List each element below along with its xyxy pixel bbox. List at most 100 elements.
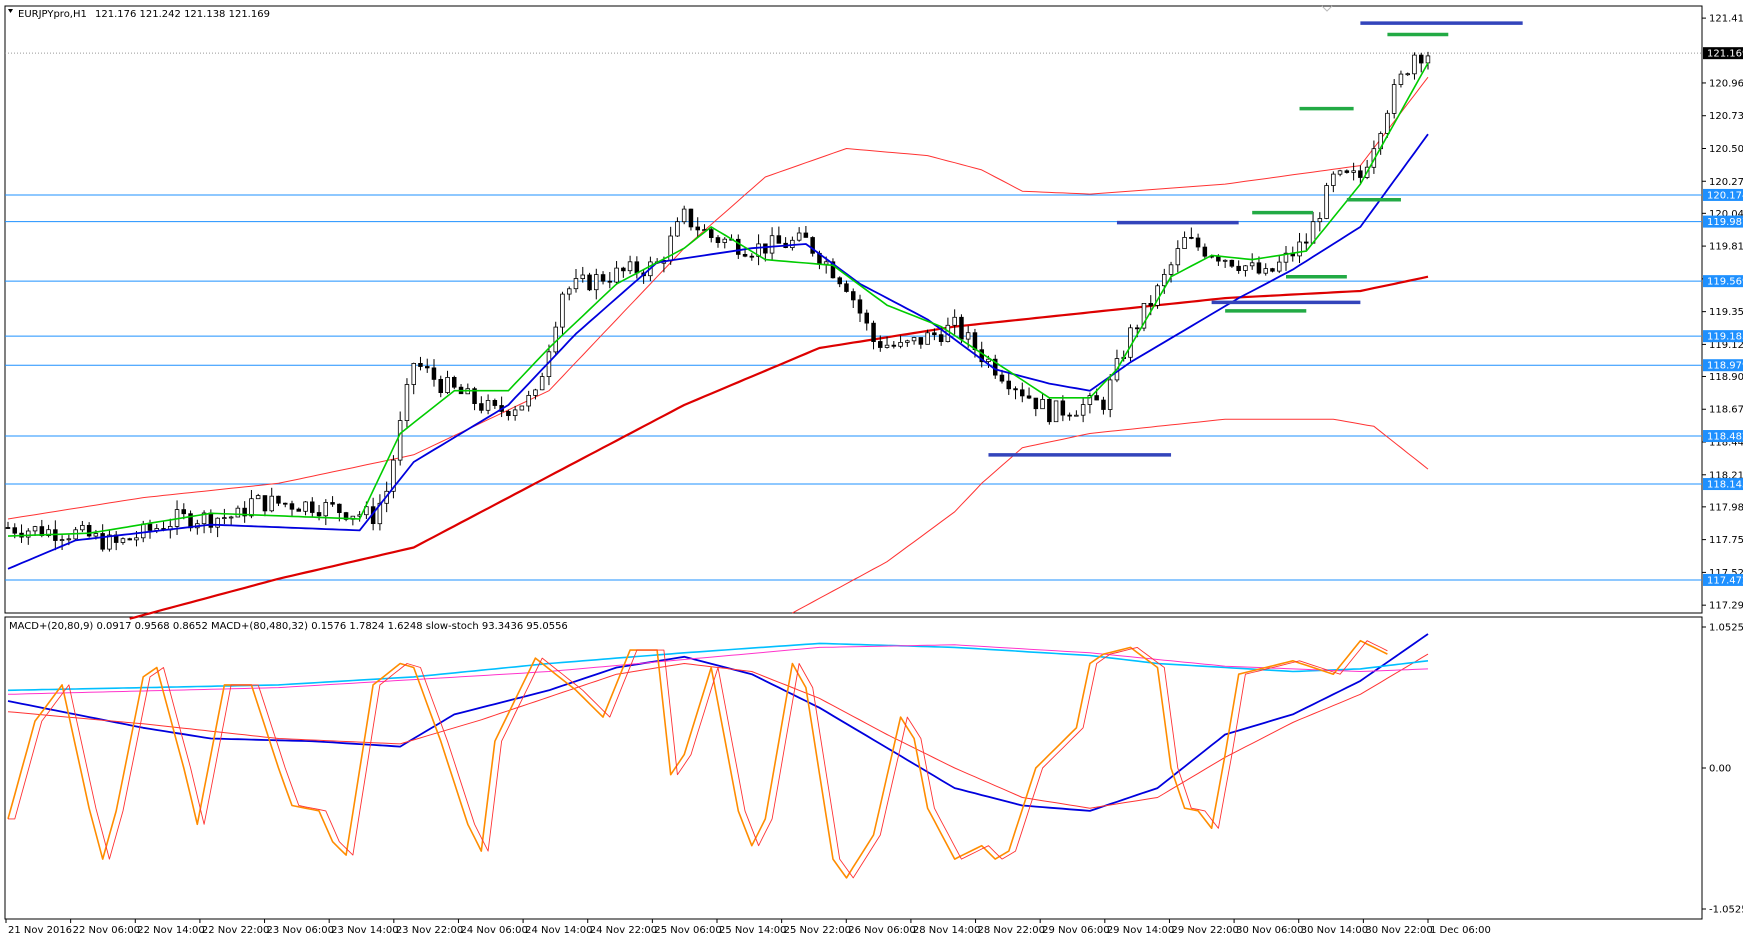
candle — [1256, 256, 1262, 275]
annotation-markers[interactable] — [988, 21, 1523, 457]
candle — [1283, 246, 1289, 271]
candle — [303, 501, 308, 516]
bear-candle-body — [938, 334, 944, 343]
price-tick-label: 117.295 — [1709, 601, 1743, 612]
shift-marker-icon[interactable] — [1321, 5, 1333, 12]
candle — [1405, 72, 1411, 76]
candle — [431, 359, 437, 387]
candle — [1067, 412, 1072, 421]
candle — [127, 537, 133, 541]
candle — [1026, 387, 1032, 400]
candle — [289, 500, 295, 518]
symbol-label: EURJPYpro,H1 — [18, 9, 87, 20]
bear-candle-body — [709, 229, 714, 239]
stoch-signal-line — [8, 640, 1388, 879]
bull-candle-body — [1283, 252, 1289, 263]
candle — [86, 522, 92, 538]
collapse-triangle-icon[interactable] — [8, 9, 13, 13]
indicator-lines — [7, 633, 1429, 879]
bear-candle-body — [851, 291, 856, 301]
candle — [343, 511, 349, 522]
bull-candle-body — [323, 502, 328, 517]
candle — [377, 494, 383, 531]
bull-candle-body — [215, 517, 220, 528]
bull-candle-body — [249, 498, 254, 517]
candle — [1337, 169, 1343, 177]
bull-candle-body — [1222, 259, 1228, 262]
candle — [736, 234, 741, 259]
ema-lines — [7, 62, 1429, 570]
bear-candle-body — [1216, 256, 1221, 262]
candle — [830, 258, 836, 279]
candle — [397, 411, 403, 466]
bear-candle-body — [810, 237, 815, 254]
bull-candle-body — [80, 525, 85, 531]
bear-candle-body — [695, 226, 701, 231]
candle — [594, 268, 599, 300]
candle — [235, 505, 241, 518]
candle — [1331, 171, 1336, 193]
candle — [391, 455, 396, 499]
bear-candle-body — [1047, 398, 1052, 423]
bull-candle-body — [1398, 73, 1404, 85]
candle — [1249, 253, 1255, 270]
price-tick-label: 118.670 — [1709, 405, 1743, 416]
bear-candle-body — [1013, 388, 1018, 391]
time-tick-label: 1 Dec 06:00 — [1430, 925, 1491, 936]
candle — [810, 236, 815, 257]
bear-candle-body — [736, 238, 741, 255]
candle — [675, 217, 680, 237]
bear-candle-body — [830, 261, 836, 279]
level-price-tag — [1703, 330, 1743, 343]
candle — [857, 294, 863, 323]
candle — [1304, 233, 1309, 251]
bull-candle-body — [235, 507, 241, 518]
bull-candle-body — [59, 539, 65, 541]
price-tick-label: 120.730 — [1709, 111, 1743, 122]
bear-candle-body — [607, 280, 613, 283]
bull-candle-body — [485, 399, 491, 411]
bull-candle-body — [898, 341, 903, 347]
bull-candle-body — [107, 534, 112, 550]
level-price-tag — [1703, 359, 1743, 372]
candle — [567, 286, 572, 301]
time-tick-label: 29 Nov 22:00 — [1171, 925, 1238, 936]
bear-candle-body — [999, 374, 1005, 382]
bull-candle-body — [519, 405, 525, 411]
bear-candle-body — [749, 255, 755, 258]
candle — [269, 487, 274, 513]
bear-candle-body — [181, 509, 186, 515]
bear-candle-body — [337, 503, 342, 514]
bear-candle-body — [147, 523, 153, 531]
level-price-tag — [1703, 215, 1743, 228]
ohlc-label: 121.176 121.242 121.138 121.169 — [95, 9, 270, 20]
price-tick-label: 118.210 — [1709, 470, 1743, 481]
bull-candle-body — [965, 332, 971, 340]
bull-candle-body — [512, 409, 518, 416]
candle — [1087, 392, 1093, 414]
candle — [1060, 395, 1066, 422]
bull-candle-body — [526, 394, 531, 407]
bull-candle-body — [66, 538, 72, 541]
bull-candle-body — [614, 267, 619, 283]
time-tick-label: 30 Nov 14:00 — [1301, 925, 1368, 936]
bear-candle-body — [891, 344, 897, 347]
bull-candle-body — [1351, 170, 1356, 173]
bull-candle-body — [1263, 268, 1269, 274]
level-price-tag-label: 117.472 — [1707, 575, 1743, 586]
indicator-tick-label: 1.0525 — [1709, 623, 1743, 634]
candle — [309, 497, 315, 517]
candle — [1189, 227, 1194, 240]
price-tick-label: 120.045 — [1709, 209, 1743, 220]
candle — [323, 499, 328, 526]
bull-candle-body — [1040, 398, 1045, 410]
bear-candle-body — [1135, 327, 1140, 330]
candle — [905, 339, 910, 347]
candle — [1236, 260, 1241, 274]
candle — [526, 390, 531, 412]
indicator-tick-label: 0.00 — [1709, 764, 1731, 775]
bull-candle-body — [140, 523, 146, 539]
price-tick-label: 120.500 — [1709, 144, 1743, 155]
